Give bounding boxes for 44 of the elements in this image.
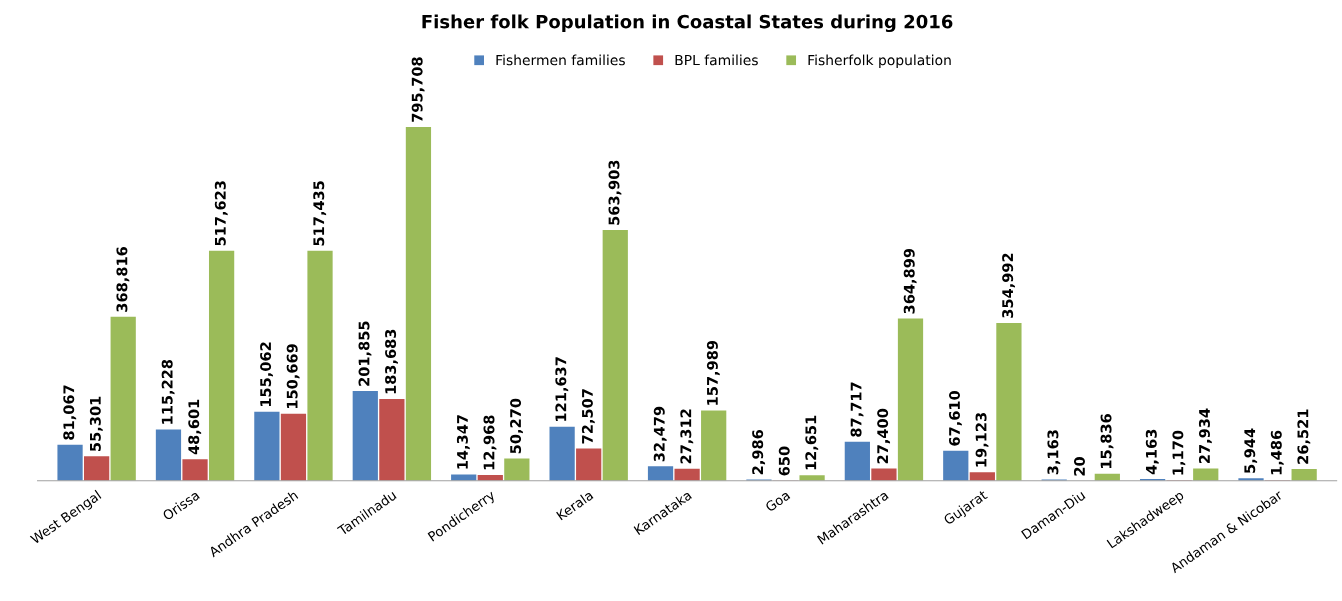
- data-label: 27,312: [680, 409, 694, 464]
- data-label: 1,170: [1172, 430, 1186, 475]
- data-label: 72,507: [581, 389, 595, 444]
- data-label: 3,163: [1047, 430, 1061, 475]
- data-label: 26,521: [1297, 409, 1311, 464]
- x-tick-label: Goa: [764, 490, 791, 513]
- data-label: 19,123: [975, 413, 989, 467]
- data-label: 12,651: [805, 415, 819, 470]
- data-label: 14,347: [456, 415, 470, 469]
- data-label: 157,989: [706, 340, 720, 405]
- legend-label: Fishermen families: [496, 54, 625, 66]
- data-label: 27,400: [877, 408, 891, 464]
- data-label: 183,683: [385, 329, 398, 394]
- data-label: 121,637: [555, 357, 569, 421]
- data-label: 517,623: [214, 181, 228, 246]
- data-label: 48,601: [188, 399, 202, 455]
- data-label: 2,986: [752, 429, 766, 475]
- data-label: 795,708: [411, 57, 425, 122]
- data-label: 1,486: [1270, 430, 1284, 475]
- data-label: 650: [778, 446, 790, 476]
- data-label: 201,855: [358, 321, 372, 386]
- data-label: 563,903: [608, 160, 622, 225]
- data-label: 32,479: [653, 406, 667, 462]
- legend-label: BPL families: [675, 54, 758, 66]
- data-label: 15,836: [1100, 414, 1114, 468]
- data-label: 87,717: [850, 382, 864, 437]
- data-label: 368,816: [116, 247, 130, 312]
- data-label: 115,228: [161, 359, 175, 424]
- data-label: 517,435: [313, 181, 327, 246]
- legend-label: Fisherfolk population: [808, 54, 951, 69]
- data-label: 55,301: [89, 396, 103, 451]
- chart-title: Fisher folk Population in Coastal States during 2016: [422, 14, 953, 33]
- data-label: 67,610: [948, 390, 962, 446]
- data-label: 354,992: [1002, 253, 1016, 318]
- data-label: 4,163: [1145, 429, 1159, 475]
- data-label: 364,899: [903, 248, 917, 314]
- data-label: 5,944: [1244, 428, 1258, 473]
- data-label: 50,270: [510, 398, 523, 454]
- data-label: 150,669: [286, 344, 300, 408]
- data-label: 27,934: [1198, 408, 1212, 464]
- data-label: 20: [1073, 457, 1085, 476]
- data-label: 155,062: [260, 342, 273, 407]
- data-label: 12,968: [483, 415, 497, 470]
- data-label: 81,067: [63, 385, 77, 440]
